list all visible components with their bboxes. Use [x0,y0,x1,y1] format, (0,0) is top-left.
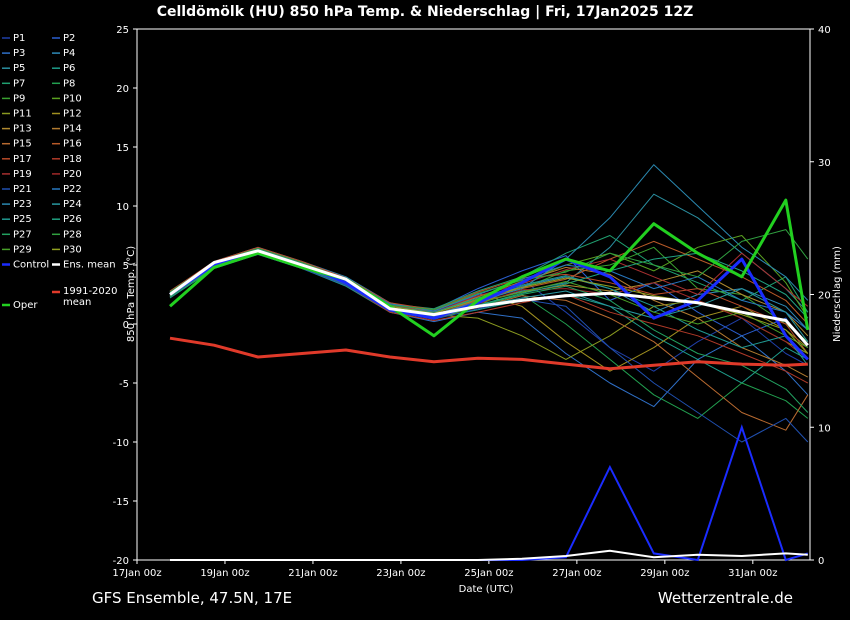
legend-label: P27 [13,229,32,240]
y-tick-label: -15 [113,497,129,508]
legend-label: P5 [13,63,25,74]
chart-title: Celldömölk (HU) 850 hPa Temp. & Niedersc… [157,4,694,20]
legend-label: Oper [13,300,38,311]
legend-label: P3 [13,48,25,59]
footer-right: Wetterzentrale.de [658,589,793,607]
legend-label: P12 [63,109,82,120]
legend-label: P28 [63,229,82,240]
legend-label: P19 [13,169,32,180]
y2-tick-label: 20 [818,291,831,302]
legend-label: P8 [63,78,75,89]
legend-label: P30 [63,244,82,255]
legend-label: Control [13,260,49,271]
x-tick-label: 17Jan 00z [112,568,161,579]
y-tick-label: -10 [113,438,129,449]
legend-label: P1 [13,33,25,44]
series-line [169,198,810,338]
legend-label: P4 [63,48,75,59]
legend-label: P16 [63,139,82,150]
legend-label: Ens. mean [63,260,116,271]
legend-label: P10 [63,93,82,104]
legend-label: P14 [63,124,82,135]
x-tick-label: 29Jan 00z [640,568,689,579]
legend-label: P18 [63,154,82,165]
x-tick-label: 31Jan 00z [728,568,777,579]
y2-tick-label: 0 [818,556,824,567]
x-axis-label: Date (UTC) [459,584,514,595]
legend-label: P9 [13,93,25,104]
y-tick-label: -5 [119,379,129,390]
x-tick-label: 25Jan 00z [464,568,513,579]
precip-line [170,549,808,561]
legend-label: P23 [13,199,32,210]
y-tick-label: 5 [123,261,129,272]
legend-label: P26 [63,214,82,225]
series-line [169,229,809,311]
legend-label: P7 [13,78,25,89]
y2-axis-label: Niederschlag (mm) [832,246,843,342]
legend: P1 P2 P3 P4 P5 P6 P7 P8 P9 P10 P11 P12 P13 P14 P15 P16 P… [2,33,118,311]
plot-area: -20 -15 -10 -5 0 5 10 15 20 25 0 10 20 30 40 17Jan 00z 1… [112,25,830,579]
legend-label: P11 [13,109,32,120]
y2-tick-label: 30 [818,158,831,169]
y-tick-label: 15 [116,143,129,154]
legend-label: 1991-2020 mean [63,286,118,308]
legend-label-box: 1991-2020 mean [63,286,118,308]
legend-label: P25 [13,214,32,225]
series-line [169,336,808,371]
y2-tick-label: 10 [818,423,831,434]
y-tick-label: -20 [113,556,129,567]
legend-label: P21 [13,184,32,195]
legend-label: P22 [63,184,82,195]
y2-tick-label: 40 [818,25,831,36]
y-axis-label: 850 hPa Temp. (°C) [126,246,137,342]
y-tick-label: 10 [116,202,129,213]
legend-label: P20 [63,169,82,180]
y-tick-label: 20 [116,84,129,95]
legend-label: P15 [13,139,32,150]
legend-label: P24 [63,199,82,210]
x-tick-label: 21Jan 00z [288,568,337,579]
y-tick-label: 25 [116,25,129,36]
legend-label: P6 [63,63,75,74]
x-tick-label: 27Jan 00z [552,568,601,579]
y-tick-label: 0 [123,320,129,331]
footer-left: GFS Ensemble, 47.5N, 17E [92,589,292,607]
legend-label: P17 [13,154,32,165]
legend-label: P2 [63,33,75,44]
series-line [169,249,809,347]
legend-label: P29 [13,244,32,255]
legend-label: P13 [13,124,32,135]
x-tick-label: 23Jan 00z [376,568,425,579]
x-tick-label: 19Jan 00z [200,568,249,579]
